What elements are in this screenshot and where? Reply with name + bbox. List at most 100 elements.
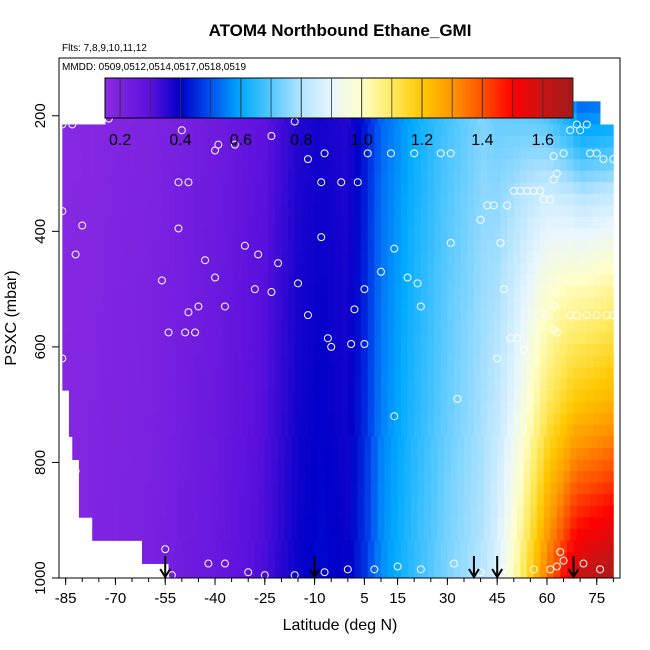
x-tick-label: 15 <box>389 590 406 607</box>
heatmap-cell <box>400 286 408 299</box>
heatmap-cell <box>268 320 276 333</box>
heatmap-cell <box>171 517 179 530</box>
heatmap-cell <box>234 240 242 252</box>
heatmap-cell <box>510 494 518 507</box>
heatmap-cell <box>128 159 136 172</box>
heatmap-cell <box>268 147 276 160</box>
heatmap-cell <box>314 274 322 287</box>
heatmap-cell <box>374 320 382 333</box>
heatmap-cell <box>274 401 282 414</box>
heatmap-cell <box>440 193 448 206</box>
heatmap-cell <box>268 170 276 183</box>
heatmap-cell <box>447 147 455 160</box>
heatmap-cell <box>410 436 418 449</box>
heatmap-cell <box>271 505 279 518</box>
heatmap-cell <box>351 448 359 460</box>
heatmap-cell <box>354 378 362 391</box>
heatmap-cell <box>155 159 163 172</box>
heatmap-cell <box>205 517 213 530</box>
heatmap-cell <box>467 367 475 380</box>
heatmap-cell <box>606 182 614 195</box>
heatmap-cell <box>301 147 309 160</box>
heatmap-cell <box>85 482 93 495</box>
heatmap-cell <box>221 309 229 322</box>
heatmap-cell <box>520 124 528 137</box>
heatmap-cell <box>434 297 442 310</box>
heatmap-cell <box>394 401 402 414</box>
heatmap-cell <box>327 413 335 426</box>
heatmap-cell <box>570 505 578 518</box>
heatmap-cell <box>517 436 525 449</box>
heatmap-cell <box>517 448 525 460</box>
heatmap-cell <box>68 378 76 391</box>
heatmap-cell <box>241 390 249 403</box>
heatmap-cell <box>410 517 418 530</box>
heatmap-cell <box>487 274 495 287</box>
colorbar-ticks: 0.2 0.4 0.6 0.8 1.0 1.2 1.4 1.6 <box>109 78 574 149</box>
heatmap-cell <box>367 378 375 391</box>
heatmap-cell <box>533 355 541 368</box>
heatmap-cell <box>112 448 120 460</box>
heatmap-cell <box>400 240 408 252</box>
heatmap-cell <box>228 228 236 241</box>
heatmap-cell <box>122 240 130 252</box>
heatmap-cell <box>566 228 574 241</box>
heatmap-cell <box>268 332 276 345</box>
heatmap-cell <box>135 390 143 403</box>
heatmap-cell <box>334 216 342 229</box>
heatmap-cell <box>550 471 558 484</box>
sample-point <box>343 565 352 574</box>
heatmap-cell <box>208 344 216 356</box>
heatmap-cell <box>463 517 472 530</box>
heatmap-cell <box>450 459 458 472</box>
heatmap-cell <box>175 297 183 310</box>
heatmap-cell <box>407 159 415 172</box>
heatmap-cell <box>314 124 322 137</box>
heatmap-cell <box>228 147 236 160</box>
heatmap-cell <box>148 413 156 426</box>
heatmap-cell <box>294 263 302 276</box>
heatmap-cell <box>560 332 568 345</box>
heatmap-cell <box>573 193 581 206</box>
heatmap-cell <box>434 540 442 553</box>
sample-point <box>353 178 362 187</box>
heatmap-cell <box>341 205 349 218</box>
heatmap-cell <box>307 563 315 576</box>
heatmap-cell <box>400 424 408 437</box>
colorbar-tick-label: 0.6 <box>230 132 252 149</box>
heatmap-cell <box>467 390 475 403</box>
heatmap-cell <box>580 251 588 264</box>
heatmap-cell <box>404 528 412 541</box>
heatmap-cell <box>334 401 342 414</box>
heatmap-cell <box>513 297 521 310</box>
heatmap-cell <box>450 528 458 541</box>
heatmap-cell <box>347 182 355 195</box>
heatmap-cell <box>460 344 468 356</box>
heatmap-cell <box>307 274 315 287</box>
heatmap-cell <box>560 182 568 195</box>
heatmap-cell <box>248 216 256 229</box>
heatmap-cell <box>374 274 382 287</box>
heatmap-cell <box>566 159 574 172</box>
heatmap-cell <box>281 251 289 264</box>
heatmap-cell <box>261 563 269 576</box>
heatmap-cell <box>540 159 548 172</box>
heatmap-cell <box>138 112 146 125</box>
heatmap-cell <box>218 112 226 125</box>
heatmap-cell <box>540 332 548 345</box>
heatmap-cell <box>181 263 189 276</box>
heatmap-cell <box>138 448 146 460</box>
heatmap-cell <box>311 471 319 484</box>
heatmap-cell <box>95 355 103 368</box>
heatmap-cell <box>566 390 574 403</box>
heatmap-cell <box>221 136 229 148</box>
heatmap-cell <box>394 413 402 426</box>
heatmap-cell <box>606 378 614 391</box>
heatmap-cell <box>62 216 70 229</box>
heatmap-cell <box>606 390 614 403</box>
heatmap-cell <box>563 471 571 484</box>
heatmap-cell <box>301 274 309 287</box>
heatmap-cell <box>301 216 309 229</box>
heatmap-cell <box>586 297 594 310</box>
heatmap-cell <box>384 112 392 125</box>
